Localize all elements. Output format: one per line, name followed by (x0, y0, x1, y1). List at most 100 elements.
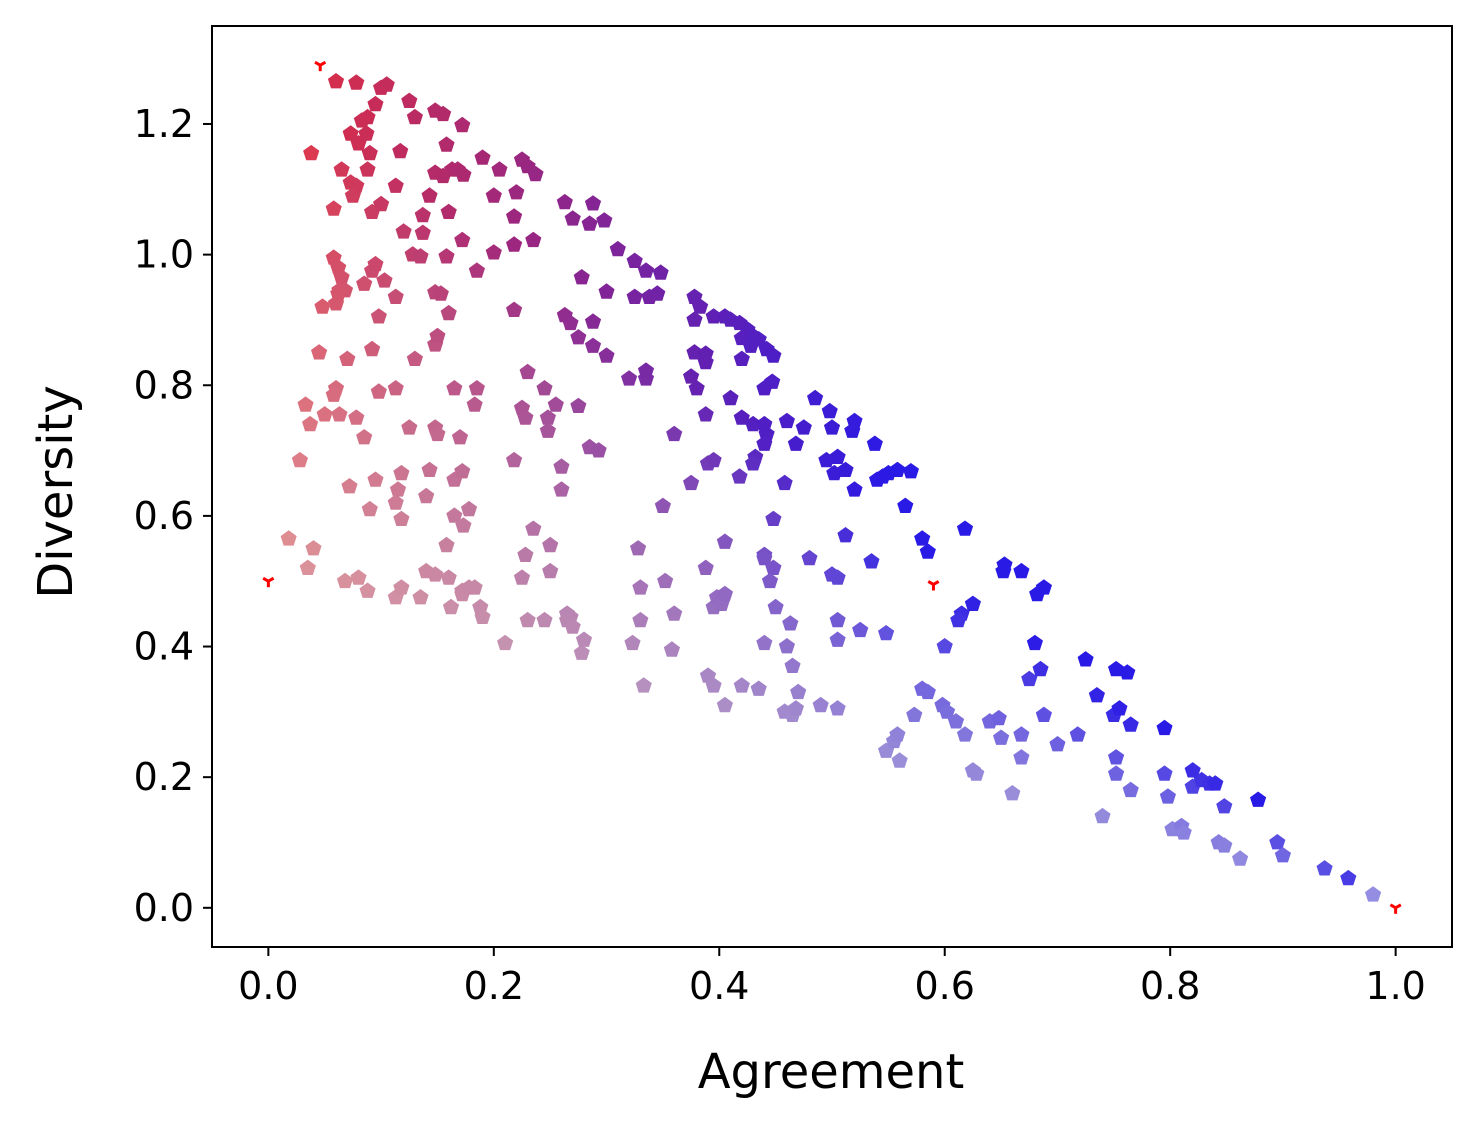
data-point (863, 553, 880, 569)
data-point (536, 380, 553, 396)
data-point (745, 415, 762, 432)
data-point (438, 136, 455, 152)
data-point (1274, 847, 1291, 863)
data-point (632, 611, 649, 628)
data-point (344, 187, 361, 203)
data-point (305, 540, 322, 556)
data-point (389, 481, 407, 497)
data-point (446, 380, 463, 396)
data-point (485, 244, 502, 260)
data-point (688, 380, 705, 396)
data-point (1026, 634, 1043, 651)
data-point (542, 562, 559, 579)
data-point (1119, 664, 1136, 680)
y-tick-label: 0.4 (134, 625, 194, 669)
data-point (1035, 706, 1052, 722)
data-point (454, 116, 471, 133)
data-points (262, 60, 1402, 914)
anchor-point (1389, 903, 1402, 914)
data-point (429, 425, 446, 442)
data-point (370, 308, 387, 324)
data-point (632, 579, 649, 595)
data-point (790, 683, 807, 700)
data-point (341, 478, 358, 494)
data-point (373, 195, 390, 212)
data-point (466, 396, 483, 412)
data-point (348, 74, 365, 90)
data-point (654, 497, 671, 513)
data-point (782, 615, 799, 631)
data-point (412, 589, 429, 605)
data-point (837, 461, 854, 477)
data-point (506, 301, 523, 317)
data-point (387, 177, 404, 193)
data-point (761, 572, 779, 589)
data-point (570, 397, 587, 413)
data-point (1122, 781, 1139, 798)
data-point (630, 540, 647, 556)
data-point (414, 224, 431, 240)
data-point (733, 350, 750, 366)
data-point (705, 308, 722, 324)
data-point (302, 415, 319, 432)
x-axis-title: Agreement (698, 1044, 965, 1100)
data-point (353, 112, 370, 128)
data-point (1069, 726, 1086, 742)
data-point (1232, 850, 1249, 866)
data-point (525, 231, 542, 248)
data-point (1013, 726, 1030, 742)
data-point (421, 187, 438, 203)
data-point (807, 389, 824, 406)
data-point (367, 255, 384, 272)
data-point (787, 435, 804, 451)
data-point (1094, 807, 1111, 824)
data-point (573, 644, 590, 660)
data-point (1049, 736, 1066, 752)
data-point (339, 350, 356, 366)
data-point (584, 195, 602, 211)
data-point (316, 406, 333, 422)
data-point (697, 559, 714, 575)
data-point (1013, 749, 1030, 765)
data-point (367, 471, 384, 487)
data-point (299, 559, 316, 575)
data-point (303, 144, 320, 161)
data-point (686, 344, 703, 360)
data-point (637, 262, 655, 278)
data-point (325, 386, 342, 402)
data-point (367, 95, 384, 112)
data-point (361, 500, 378, 517)
data-point (837, 527, 854, 543)
data-point (513, 569, 531, 585)
data-point (575, 631, 593, 647)
data-point (536, 611, 553, 628)
data-point (652, 264, 669, 280)
y-tick-label: 1.0 (134, 233, 194, 277)
data-point (401, 92, 418, 108)
data-point (964, 762, 981, 778)
data-point (393, 579, 410, 595)
data-point (442, 598, 460, 615)
x-axis: 0.0 0.2 0.4 0.6 0.8 1.0 (238, 947, 1426, 1008)
data-point (359, 582, 376, 598)
data-point (829, 700, 846, 716)
data-point (956, 520, 974, 536)
y-tick-label: 0.2 (134, 755, 194, 799)
data-point (376, 272, 393, 288)
data-point (846, 481, 863, 497)
data-point (649, 285, 666, 301)
data-point (553, 481, 570, 497)
data-point (432, 285, 449, 301)
data-point (584, 313, 602, 329)
data-point (395, 223, 412, 239)
data-point (897, 497, 914, 513)
data-point (765, 347, 782, 363)
data-point (705, 451, 722, 468)
data-point (705, 677, 722, 693)
data-point (874, 468, 891, 484)
data-point (666, 425, 683, 442)
data-point (547, 396, 564, 412)
data-point (733, 409, 750, 425)
data-point (387, 288, 404, 304)
